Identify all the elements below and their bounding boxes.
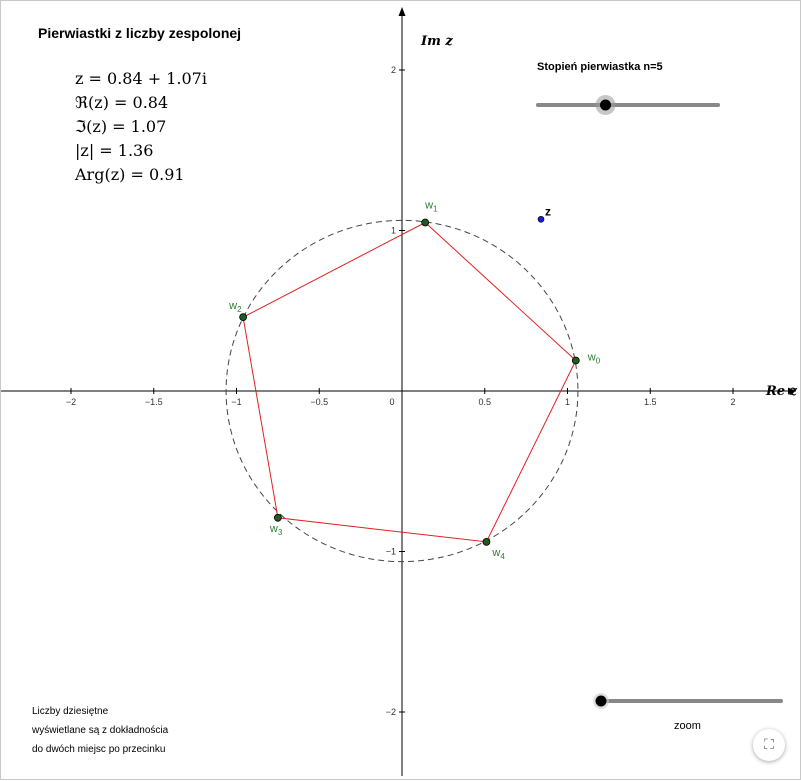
precision-note-line-3: do dwóch miejsc po przecinku [32,744,166,755]
root-point-w2[interactable] [239,313,248,322]
x-axis-arrow-icon [788,387,796,395]
fullscreen-icon: ⛶ [764,737,774,753]
x-tick-label: 1.5 [644,397,657,407]
formula-imaginary-part: ℑ(z) = 1.07 [75,117,167,136]
root-label-w3: w3 [269,523,283,537]
zoom-slider-label: zoom [674,720,701,732]
root-label-subscript: 1 [433,204,438,213]
root-label-w1: w1 [424,199,438,213]
root-point-w4[interactable] [482,537,491,546]
degree-slider-knob[interactable] [600,99,611,111]
fullscreen-button[interactable]: ⛶ [753,729,785,761]
point-z-label: z [545,204,551,218]
formula-z: z = 0.84 + 1.07i [75,69,207,88]
x-tick-label: −1 [231,397,241,407]
root-circle [225,219,579,563]
degree-slider-label: Stopień pierwiastka n=5 [537,61,663,73]
formula-argument: Arg(z) = 0.91 [75,165,185,184]
zoom-slider-knob[interactable] [595,695,607,707]
page-title: Pierwiastki z liczby zespolonej [38,25,242,41]
formula-real-part: ℜ(z) = 0.84 [75,93,169,112]
x-tick-label: 2 [730,397,735,407]
root-point-w3[interactable] [273,513,282,522]
point-z[interactable] [537,215,545,223]
x-tick-label: 1 [565,397,570,407]
y-tick-label: 2 [391,65,396,75]
y-tick-label: −2 [386,707,396,717]
root-label-subscript: 4 [500,552,505,561]
x-tick-label: 0 [389,397,394,407]
x-tick-label: −1.5 [145,397,163,407]
x-tick-label: 0.5 [478,397,491,407]
y-axis-label: Im z [420,34,453,49]
root-point-w0[interactable] [571,356,580,365]
root-label-w2: w2 [228,300,242,314]
y-axis-arrow-icon [398,7,406,16]
root-polygon [242,221,577,543]
x-axis-label: Re z [765,384,798,399]
root-label-subscript: 2 [237,305,242,314]
y-tick-label: −1 [386,547,396,557]
precision-note-line-2: wyświetlane są z dokładnościa [32,725,169,736]
root-label-subscript: 3 [278,528,283,537]
formula-modulus: |z| = 1.36 [75,141,154,160]
root-label-w0: w0 [587,352,601,366]
root-label-w4: w4 [491,547,505,561]
root-point-w1[interactable] [421,218,430,227]
y-tick-label: 1 [391,226,396,236]
x-tick-label: −2 [66,397,76,407]
root-label-subscript: 0 [596,357,601,366]
precision-note-line-1: Liczby dziesiętne [32,706,109,717]
x-tick-label: −0.5 [310,397,328,407]
